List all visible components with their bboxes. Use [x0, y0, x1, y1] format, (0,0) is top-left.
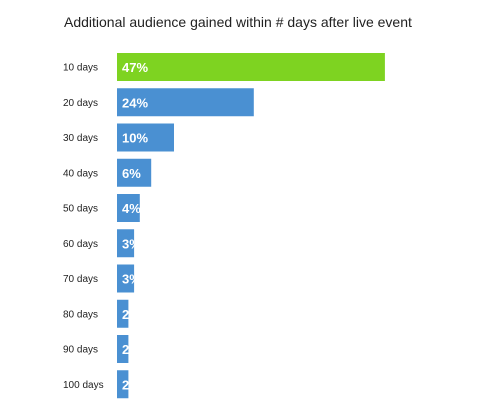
value-label: 24%	[122, 95, 148, 110]
category-label: 70 days	[63, 274, 98, 285]
category-label: 60 days	[63, 239, 98, 250]
bar-70-days	[117, 264, 135, 293]
value-label: 3%	[122, 272, 141, 287]
value-label: 2%	[122, 307, 141, 322]
bar-10-days	[117, 53, 385, 81]
chart-title: Additional audience gained within # days…	[64, 14, 412, 30]
bar-60-days	[117, 229, 135, 258]
category-label: 30 days	[63, 133, 98, 144]
bar-50-days	[117, 194, 140, 222]
bar-20-days	[117, 88, 254, 117]
value-label: 10%	[122, 131, 148, 146]
category-labels: 10 days 20 days 30 days 40 days 50 days 60 da…	[63, 63, 104, 391]
bar-80-days	[117, 299, 129, 328]
bar-90-days	[117, 335, 129, 363]
value-labels: 47% 24% 10% 6% 4% 3% 3% 2% 2% 2%	[122, 60, 148, 392]
bars	[117, 53, 385, 399]
value-label: 3%	[122, 236, 141, 251]
category-label: 100 days	[63, 380, 104, 391]
bar-100-days	[117, 370, 129, 399]
category-label: 10 days	[63, 63, 98, 74]
category-label: 90 days	[63, 345, 98, 356]
value-label: 6%	[122, 166, 141, 181]
category-label: 80 days	[63, 309, 98, 320]
bar-30-days	[117, 123, 174, 152]
category-label: 40 days	[63, 168, 98, 179]
category-label: 50 days	[63, 204, 98, 215]
value-label: 2%	[122, 342, 141, 357]
value-label: 2%	[122, 377, 141, 392]
value-label: 4%	[122, 201, 141, 216]
category-label: 20 days	[63, 98, 98, 109]
bar-40-days	[117, 158, 152, 187]
value-label: 47%	[122, 60, 148, 75]
